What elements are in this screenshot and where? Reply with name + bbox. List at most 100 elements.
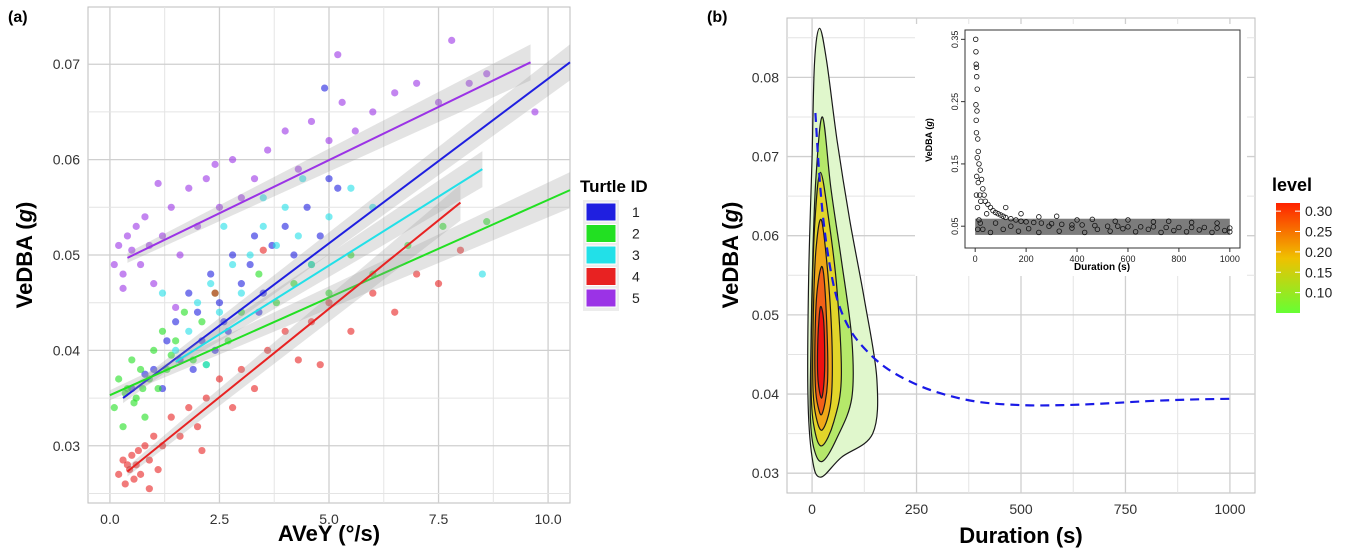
series-1-point — [189, 365, 197, 374]
panel-b-fit-curve — [814, 112, 1230, 407]
series-3-point — [294, 232, 302, 240]
series-3-point — [185, 327, 193, 335]
series-5-point — [448, 36, 456, 44]
series-4-point — [193, 423, 202, 431]
series-1-point — [290, 251, 298, 259]
inset-x-tick-labels: 0 200 400 600 800 1000 — [973, 248, 1240, 264]
series-1-point — [321, 84, 329, 92]
series-5-point — [211, 160, 219, 168]
inset-point-cloud — [975, 218, 1230, 235]
legend-label-4: 4 — [632, 269, 640, 285]
inset-point — [978, 176, 985, 183]
series-4-point — [134, 446, 142, 455]
x-tick-label: 500 — [1009, 501, 1033, 517]
series-4-point — [250, 384, 259, 393]
panel-a-legend: Turtle ID 1 2 3 4 5 — [580, 177, 648, 311]
series-5-point — [176, 251, 184, 259]
series-2-point — [255, 270, 263, 278]
series-4-point — [198, 446, 206, 455]
series-2-point — [483, 218, 491, 226]
inset-y-axis-label: VeDBA (g) — [924, 118, 934, 162]
series-4-point — [229, 404, 237, 412]
series-1-point — [150, 365, 158, 374]
series-2-point — [198, 318, 206, 326]
y-tick-label: 0.07 — [53, 56, 80, 72]
y-tick-label: 0.08 — [752, 69, 779, 85]
series-3-point — [272, 241, 281, 250]
inset-point — [1018, 211, 1024, 217]
series-5-point — [334, 51, 342, 59]
series-5-point — [141, 213, 149, 221]
series-1-point — [316, 232, 324, 240]
x-tick-label: 1000 — [1214, 501, 1245, 517]
series-4-point — [145, 485, 153, 493]
series-4-point — [347, 327, 355, 335]
legend-title: Turtle ID — [580, 177, 648, 196]
series-3-point — [478, 270, 486, 278]
series-3-point — [347, 184, 355, 192]
panel-a-y-tick-labels: 0.03 0.04 0.05 0.06 0.07 — [53, 56, 80, 454]
inset-y-tick-label: 0.25 — [950, 93, 960, 111]
panel-b-x-tick-labels: 0 250 500 750 1000 — [808, 501, 1246, 517]
series-1-point — [172, 318, 180, 326]
x-tick-label: 250 — [905, 501, 929, 517]
inset-point — [973, 117, 979, 124]
inset-x-tick-label: 1000 — [1220, 254, 1240, 264]
y-tick-label: 0.05 — [53, 247, 80, 263]
x-tick-label: 10.0 — [534, 511, 561, 527]
panel-a-grid — [88, 7, 570, 503]
panel-a-y-label-close: ) — [12, 202, 37, 209]
series-1-point — [325, 175, 333, 183]
series-4-point — [391, 308, 399, 316]
inset-y-tick-labels: 0.05 0.15 0.25 0.35 — [950, 31, 965, 235]
legend-label-5: 5 — [632, 290, 640, 306]
series-5-point — [119, 284, 127, 292]
series-3-point — [220, 222, 228, 230]
series-2-point — [180, 308, 188, 316]
inset-y-label-main: VeDBA ( — [924, 127, 934, 162]
x-tick-label: 2.5 — [210, 511, 230, 527]
series-3-fit-line — [175, 168, 483, 363]
series-2-point — [439, 222, 447, 230]
series-5-point — [281, 127, 289, 135]
x-tick-label: 0 — [808, 501, 816, 517]
series-2-point — [154, 384, 162, 393]
inset-point — [974, 173, 980, 180]
series-3-point — [158, 289, 167, 297]
series-5-point — [132, 222, 140, 230]
panel-a-fit-lines — [109, 44, 571, 477]
y-tick-label: 0.06 — [752, 228, 779, 244]
series-2-point — [141, 413, 149, 421]
series-1-fit-line — [122, 61, 571, 399]
panel-a-label: (a) — [8, 9, 28, 26]
inset-x-tick-label: 400 — [1070, 254, 1085, 264]
y-tick-label: 0.03 — [752, 465, 779, 481]
series-3-point — [193, 299, 202, 307]
series-5-point — [391, 89, 399, 97]
series-4-point — [215, 375, 224, 383]
inset-x-tick-label: 200 — [1019, 254, 1034, 264]
series-4-point — [294, 356, 302, 364]
series-4-point — [128, 451, 136, 459]
series-3-point — [237, 289, 245, 297]
colorbar-tick-label: 0.10 — [1305, 285, 1332, 301]
series-4-point — [202, 394, 210, 402]
panel-b-label: (b) — [707, 9, 727, 26]
series-2-point — [272, 299, 281, 307]
series-2-point — [128, 356, 136, 364]
series-3-point — [307, 260, 316, 269]
legend-swatch-5 — [585, 288, 617, 308]
inset-point — [980, 186, 986, 192]
colorbar-tick-label: 0.30 — [1305, 203, 1332, 219]
series-5-point — [119, 270, 127, 278]
legend-swatch-1 — [585, 202, 617, 222]
y-tick-label: 0.06 — [53, 152, 80, 168]
inset-point — [1053, 213, 1060, 219]
y-tick-label: 0.04 — [53, 342, 80, 358]
colorbar-tick-label: 0.20 — [1305, 244, 1332, 260]
panel-b-inset: 0.05 0.15 0.25 0.35 0 200 400 600 800 1000 Durat… — [915, 24, 1247, 276]
series-3-point — [202, 361, 210, 369]
series-3-point — [259, 194, 267, 202]
series-4-point — [136, 470, 145, 478]
series-1-point — [334, 184, 342, 192]
